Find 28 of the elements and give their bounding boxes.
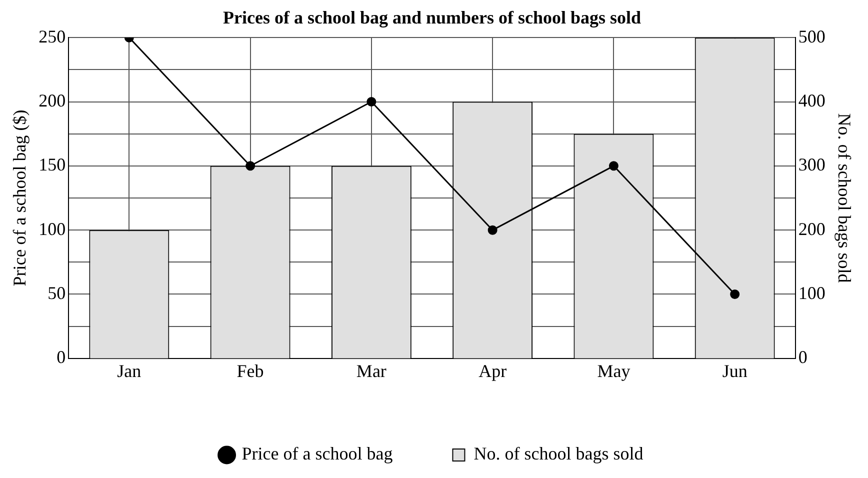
y2-tick-label: 0 — [798, 347, 808, 368]
point — [246, 161, 256, 171]
x-tick-label: Jan — [117, 360, 142, 381]
point — [488, 225, 498, 235]
y2-tick-label: 200 — [798, 218, 826, 239]
y2-tick-label: 400 — [798, 90, 826, 110]
point — [608, 161, 618, 171]
y2-tick-label: 100 — [798, 282, 826, 303]
y-axis-title: Price of a school bag ($) — [10, 110, 30, 286]
x-tick-label: Apr — [478, 360, 507, 381]
chart-title: Prices of a school bag and numbers of school bags sold — [222, 7, 642, 28]
point — [730, 289, 740, 299]
x-tick-label: May — [597, 360, 630, 381]
y-tick-label: 50 — [48, 282, 66, 303]
y2-tick-label: 500 — [798, 26, 826, 46]
legend-label: Price of a school bag — [242, 444, 393, 464]
y-tick-label: 100 — [38, 218, 66, 239]
y2-axis-title: No. of school bags sold — [834, 113, 854, 283]
y-tick-label: 150 — [38, 154, 66, 175]
x-tick-label: Feb — [236, 360, 264, 381]
x-tick-label: Mar — [356, 360, 386, 381]
point — [366, 97, 376, 107]
legend-label: No. of school bags sold — [474, 444, 644, 464]
y-tick-label: 250 — [38, 26, 66, 46]
y2-tick-label: 300 — [798, 154, 826, 175]
y-tick-label: 200 — [38, 90, 66, 110]
y-tick-label: 0 — [56, 347, 66, 368]
x-tick-label: Jun — [722, 360, 748, 381]
